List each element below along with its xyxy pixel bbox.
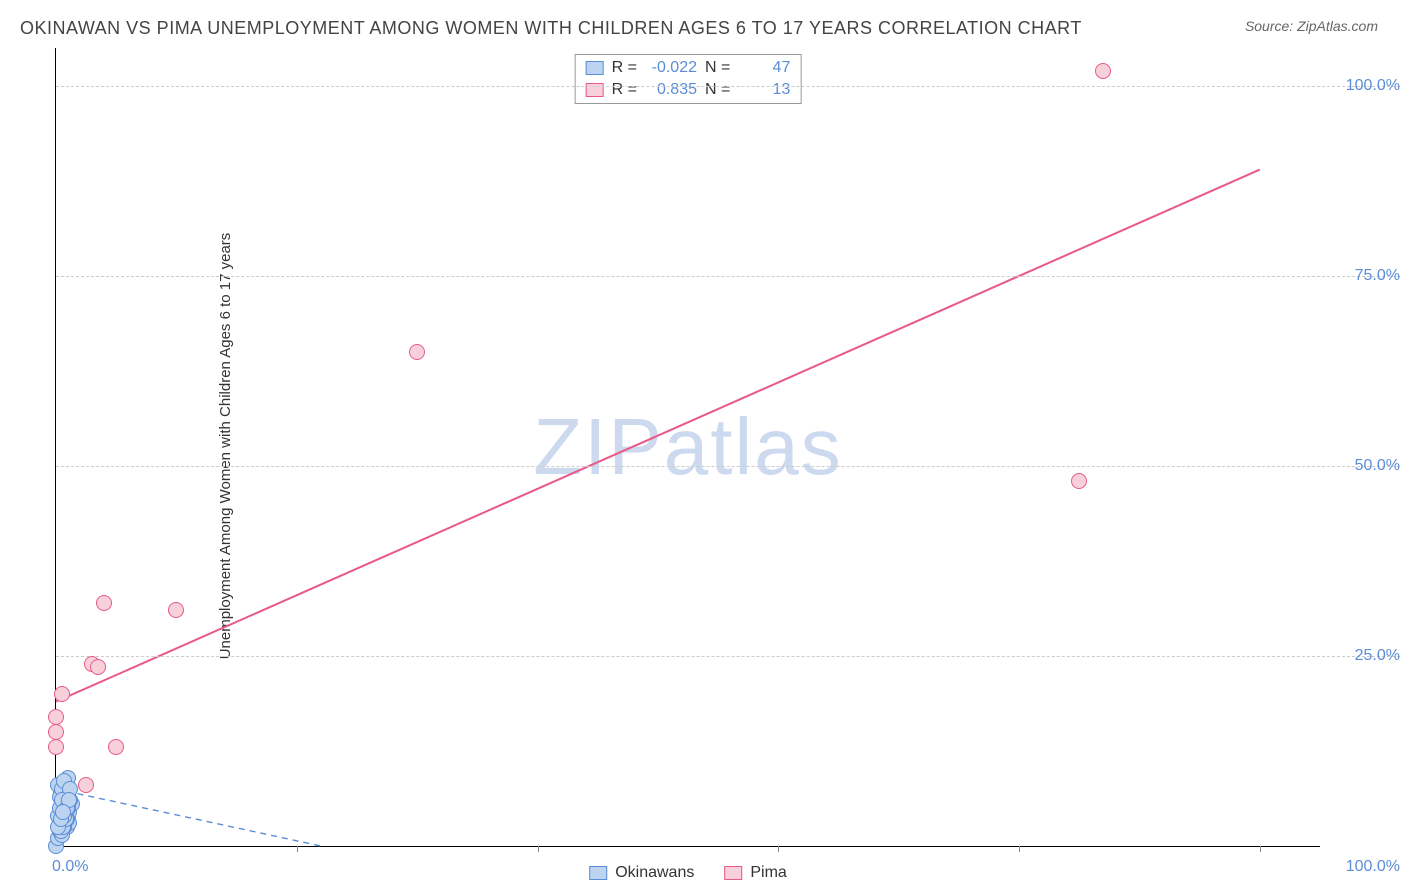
- source-attribution: Source: ZipAtlas.com: [1245, 18, 1378, 34]
- data-point: [168, 602, 184, 618]
- legend-swatch-okinawans: [589, 866, 607, 880]
- gridline-h: [56, 656, 1400, 657]
- plot-area: ZIPatlas R = -0.022 N = 47 R = 0.835 N =…: [55, 48, 1320, 847]
- data-point: [108, 739, 124, 755]
- gridline-h: [56, 466, 1400, 467]
- x-tick: [1019, 846, 1020, 852]
- data-point: [78, 777, 94, 793]
- data-point: [48, 709, 64, 725]
- correlation-legend: R = -0.022 N = 47 R = 0.835 N = 13: [575, 54, 802, 104]
- watermark-text: ZIPatlas: [533, 401, 842, 493]
- n-value-pima: 13: [738, 79, 790, 101]
- y-tick-label: 25.0%: [1328, 647, 1400, 665]
- legend-swatch-pima: [724, 866, 742, 880]
- r-value-okinawans: -0.022: [645, 57, 697, 79]
- trend-line: [56, 789, 321, 846]
- swatch-okinawans: [586, 61, 604, 75]
- data-point: [54, 686, 70, 702]
- series-legend: Okinawans Pima: [589, 864, 787, 882]
- y-tick-label: 50.0%: [1328, 457, 1400, 475]
- trend-lines-layer: [56, 48, 1320, 846]
- x-tick: [297, 846, 298, 852]
- correlation-row-pima: R = 0.835 N = 13: [586, 79, 791, 101]
- data-point: [96, 595, 112, 611]
- x-tick: [778, 846, 779, 852]
- data-point: [90, 659, 106, 675]
- y-tick-label: 75.0%: [1328, 267, 1400, 285]
- legend-label-okinawans: Okinawans: [615, 864, 694, 882]
- chart-title: OKINAWAN VS PIMA UNEMPLOYMENT AMONG WOME…: [20, 18, 1082, 39]
- x-tick-label-min: 0.0%: [52, 858, 88, 876]
- gridline-h: [56, 276, 1400, 277]
- n-value-okinawans: 47: [738, 57, 790, 79]
- data-point: [55, 804, 71, 820]
- data-point: [1071, 473, 1087, 489]
- data-point: [48, 724, 64, 740]
- n-label: N =: [705, 79, 730, 101]
- data-point: [1095, 63, 1111, 79]
- data-point: [48, 739, 64, 755]
- trend-line: [56, 170, 1260, 702]
- legend-item-pima: Pima: [724, 864, 786, 882]
- x-tick-label-max: 100.0%: [1346, 858, 1400, 876]
- legend-label-pima: Pima: [750, 864, 786, 882]
- correlation-row-okinawans: R = -0.022 N = 47: [586, 57, 791, 79]
- x-tick: [1260, 846, 1261, 852]
- r-label: R =: [612, 79, 637, 101]
- x-tick: [538, 846, 539, 852]
- legend-item-okinawans: Okinawans: [589, 864, 694, 882]
- r-value-pima: 0.835: [645, 79, 697, 101]
- gridline-h: [56, 86, 1400, 87]
- data-point: [409, 344, 425, 360]
- r-label: R =: [612, 57, 637, 79]
- y-tick-label: 100.0%: [1328, 77, 1400, 95]
- n-label: N =: [705, 57, 730, 79]
